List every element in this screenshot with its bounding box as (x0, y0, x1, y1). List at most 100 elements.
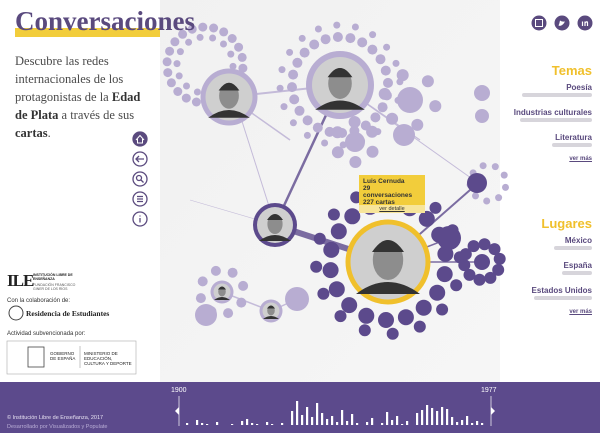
node[interactable] (321, 139, 329, 147)
node[interactable] (162, 57, 172, 67)
node[interactable] (493, 252, 506, 265)
node[interactable] (288, 69, 299, 80)
node[interactable] (429, 201, 442, 214)
node[interactable] (195, 304, 217, 326)
node[interactable] (349, 156, 362, 168)
node[interactable] (386, 112, 399, 125)
node[interactable] (309, 39, 320, 50)
list-item[interactable]: España (563, 261, 592, 270)
node[interactable] (322, 262, 339, 279)
node[interactable] (303, 131, 311, 139)
node[interactable] (327, 208, 340, 221)
node[interactable] (289, 94, 300, 105)
node[interactable] (358, 307, 375, 324)
node[interactable] (238, 280, 249, 291)
node[interactable] (397, 87, 423, 113)
node[interactable] (358, 324, 371, 337)
list-item[interactable]: Industrias culturales (513, 108, 592, 117)
node[interactable] (280, 103, 288, 111)
node[interactable] (165, 46, 175, 56)
node[interactable] (313, 232, 326, 245)
node[interactable] (320, 34, 331, 45)
search-button[interactable] (132, 171, 148, 187)
node[interactable] (185, 38, 193, 46)
node[interactable] (450, 279, 463, 292)
node[interactable] (475, 109, 489, 123)
node[interactable] (383, 77, 393, 88)
node[interactable] (341, 297, 358, 314)
node[interactable] (474, 254, 490, 270)
node[interactable] (294, 105, 305, 116)
node[interactable] (299, 47, 310, 58)
more-link[interactable]: ver más (569, 309, 592, 315)
node[interactable] (332, 32, 343, 42)
node[interactable] (285, 287, 309, 311)
node[interactable] (196, 33, 204, 41)
node[interactable] (473, 273, 486, 286)
node[interactable] (234, 42, 244, 52)
node[interactable] (197, 276, 208, 287)
list-item[interactable]: México (564, 236, 592, 245)
node[interactable] (195, 293, 206, 304)
node[interactable] (357, 37, 368, 48)
node[interactable] (227, 34, 237, 43)
node[interactable] (418, 210, 435, 227)
node[interactable] (292, 57, 303, 68)
node[interactable] (331, 126, 344, 139)
node[interactable] (302, 115, 313, 126)
node[interactable] (415, 299, 432, 316)
node[interactable] (436, 266, 453, 283)
node[interactable] (238, 63, 248, 73)
node[interactable] (345, 33, 356, 44)
node[interactable] (348, 116, 361, 128)
node[interactable] (474, 85, 490, 101)
node[interactable] (351, 23, 359, 31)
node[interactable] (278, 66, 286, 74)
node[interactable] (375, 54, 386, 65)
node[interactable] (437, 226, 461, 250)
node[interactable] (312, 122, 323, 133)
node[interactable] (429, 284, 446, 301)
node[interactable] (236, 297, 247, 308)
node[interactable] (502, 183, 509, 191)
node[interactable] (209, 23, 219, 33)
node[interactable] (219, 27, 229, 37)
node[interactable] (223, 308, 234, 319)
node[interactable] (175, 72, 183, 80)
node[interactable] (396, 69, 409, 82)
node[interactable] (495, 194, 503, 202)
node[interactable] (463, 268, 476, 281)
range-start-handle[interactable] (175, 407, 179, 415)
node[interactable] (330, 223, 347, 240)
node[interactable] (492, 263, 505, 276)
node[interactable] (334, 310, 347, 323)
node[interactable] (310, 260, 323, 273)
node[interactable] (339, 141, 347, 149)
more-link[interactable]: ver más (569, 156, 592, 162)
node[interactable] (345, 132, 365, 152)
node[interactable] (178, 29, 188, 39)
node[interactable] (380, 65, 391, 76)
node[interactable] (209, 34, 217, 42)
node[interactable] (369, 31, 377, 39)
range-end-handle[interactable] (491, 407, 495, 415)
node[interactable] (488, 243, 501, 256)
node[interactable] (479, 162, 487, 170)
node[interactable] (176, 48, 184, 56)
node[interactable] (181, 93, 191, 103)
node[interactable] (183, 82, 190, 90)
node[interactable] (467, 240, 480, 253)
node[interactable] (289, 119, 297, 127)
node[interactable] (166, 78, 176, 88)
node[interactable] (344, 208, 361, 225)
node[interactable] (187, 24, 197, 34)
node[interactable] (298, 34, 306, 42)
node[interactable] (377, 102, 388, 113)
node[interactable] (467, 173, 487, 193)
node[interactable] (198, 22, 208, 32)
node[interactable] (383, 43, 391, 51)
node[interactable] (472, 192, 479, 200)
back-button[interactable] (132, 151, 148, 167)
node[interactable] (392, 59, 400, 67)
node[interactable] (411, 118, 424, 131)
